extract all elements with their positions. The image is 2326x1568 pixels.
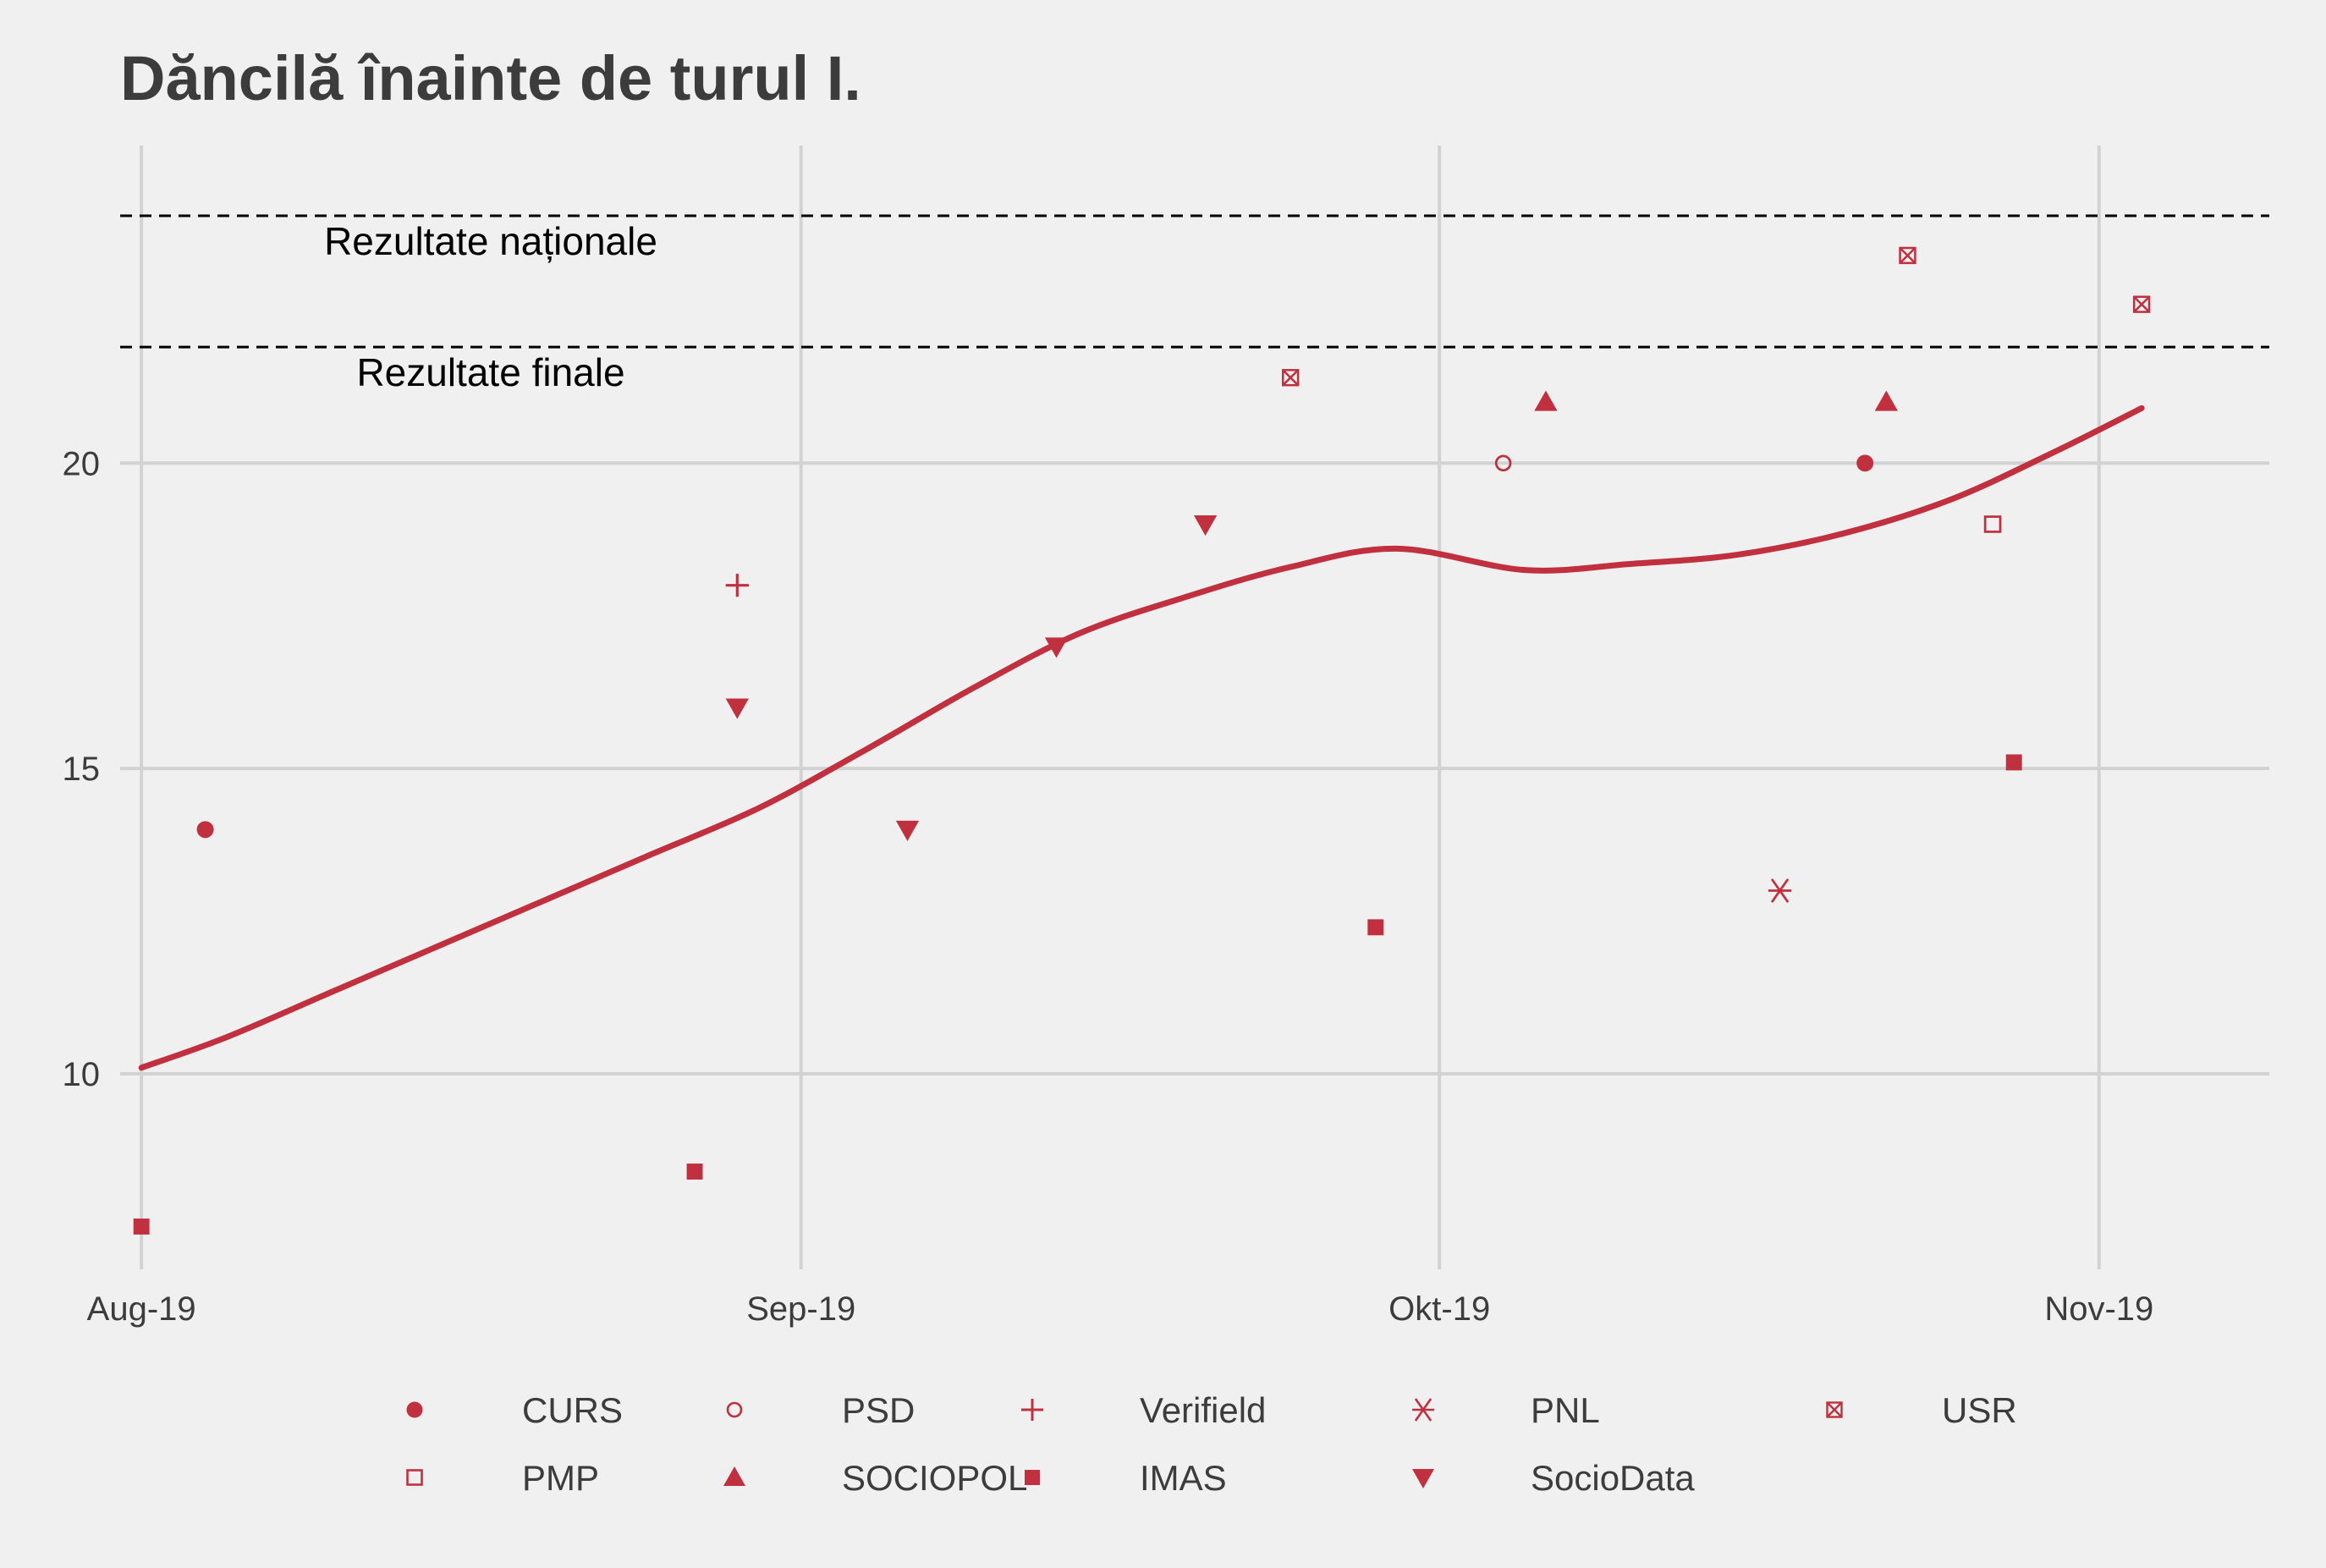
reference-label: Rezultate naționale bbox=[324, 219, 657, 263]
legend-label-verifield: Verifield bbox=[1140, 1390, 1266, 1430]
x-tick-label: Aug-19 bbox=[87, 1290, 196, 1328]
trend-line bbox=[138, 404, 2145, 1071]
point-imas bbox=[686, 1164, 703, 1180]
y-tick-label: 10 bbox=[63, 1056, 101, 1093]
point-pnl bbox=[1768, 878, 1792, 903]
point-sociodata bbox=[1193, 514, 1218, 536]
legend-key-sociodata bbox=[1412, 1469, 1434, 1488]
point-pmp bbox=[1983, 515, 2002, 533]
point-imas bbox=[2005, 754, 2022, 771]
legend-key-curs bbox=[406, 1401, 423, 1418]
reference-label: Rezultate finale bbox=[356, 350, 624, 394]
legend-key-usr bbox=[1826, 1401, 1843, 1418]
point-imas bbox=[1367, 919, 1384, 936]
legend-label-pnl: PNL bbox=[1531, 1390, 1600, 1430]
legend-label-usr: USR bbox=[1942, 1390, 2017, 1430]
point-curs bbox=[1856, 454, 1874, 472]
legend-key-psd bbox=[726, 1401, 743, 1418]
axis-labels: 10 15 20 Aug-19 Sep-19 Okt-19 Nov-19 bbox=[63, 445, 2154, 1328]
x-tick-label: Nov-19 bbox=[2044, 1290, 2153, 1328]
legend-label-psd: PSD bbox=[842, 1390, 915, 1430]
legend: CURS PMP PSD SOCIOPOL Verifield IMAS PNL SocioD… bbox=[406, 1390, 2017, 1498]
point-sociopol bbox=[1874, 390, 1898, 411]
legend-key-pnl bbox=[1412, 1398, 1434, 1422]
legend-label-sociodata: SocioData bbox=[1531, 1458, 1695, 1498]
point-usr bbox=[1281, 369, 1300, 387]
point-sociodata bbox=[1044, 637, 1069, 658]
x-tick-label: Sep-19 bbox=[746, 1290, 855, 1328]
legend-label-pmp: PMP bbox=[522, 1458, 599, 1498]
legend-key-sociopol bbox=[723, 1466, 745, 1486]
y-tick-label: 15 bbox=[63, 751, 101, 788]
points-layer bbox=[133, 246, 2151, 1235]
y-tick-label: 20 bbox=[63, 445, 101, 482]
legend-label-sociopol: SOCIOPOL bbox=[842, 1458, 1027, 1498]
legend-key-pmp bbox=[406, 1469, 423, 1486]
point-sociodata bbox=[895, 820, 920, 841]
point-curs bbox=[196, 821, 214, 839]
point-psd bbox=[1494, 454, 1512, 472]
point-usr bbox=[2132, 295, 2151, 313]
legend-label-curs: CURS bbox=[522, 1390, 623, 1430]
chart-title: Dăncilă înainte de turul I. bbox=[120, 43, 861, 113]
point-sociopol bbox=[1534, 390, 1558, 411]
point-sociodata bbox=[725, 698, 749, 719]
legend-key-imas bbox=[1025, 1470, 1040, 1485]
x-tick-label: Okt-19 bbox=[1388, 1290, 1490, 1328]
trend-layer bbox=[138, 404, 2145, 1071]
legend-key-verifield bbox=[1021, 1399, 1043, 1421]
reference-lines: Rezultate naționale Rezultate finale bbox=[120, 214, 2269, 394]
point-imas bbox=[133, 1219, 150, 1235]
grid bbox=[120, 146, 2269, 1269]
point-verifield bbox=[725, 574, 749, 597]
point-usr bbox=[1899, 246, 1916, 265]
legend-label-imas: IMAS bbox=[1140, 1458, 1227, 1498]
